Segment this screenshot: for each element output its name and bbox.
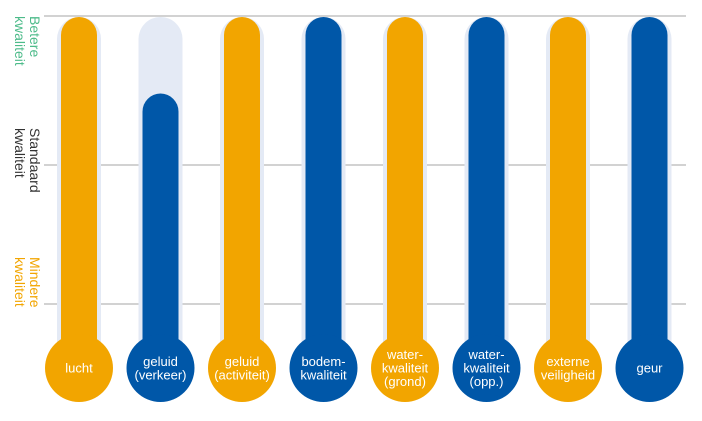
- category-label-1: geluid (verkeer): [134, 354, 186, 383]
- category-label-5: water-kwaliteit (opp.): [463, 347, 510, 389]
- category-label-4-line-2: (grond): [384, 374, 426, 389]
- y-level-mindere-line2: kwaliteit: [12, 257, 28, 307]
- bar-1: [142, 93, 179, 365]
- category-label-3: bodem-kwaliteit: [300, 354, 347, 383]
- category-label-4-line-0: water-: [386, 347, 423, 362]
- bar-7: [631, 17, 668, 365]
- category-label-1-line-0: geluid: [143, 354, 178, 369]
- category-label-4: water-kwaliteit (grond): [382, 347, 429, 389]
- category-label-0: lucht: [65, 361, 93, 376]
- y-level-betere-line1: Betere: [27, 16, 43, 58]
- bar-4: [387, 17, 423, 365]
- category-label-1-line-1: (verkeer): [134, 367, 186, 382]
- category-label-7: geur: [636, 361, 663, 376]
- category-label-5-line-1: kwaliteit: [463, 361, 510, 376]
- category-label-6-line-0: externe: [546, 354, 589, 369]
- category-label-3-line-1: kwaliteit: [300, 367, 347, 382]
- bar-base-circle-1: [126, 334, 195, 402]
- y-level-standaard-line2: kwaliteit: [12, 128, 28, 178]
- bar-base-circle-7: [615, 334, 684, 402]
- category-label-5-line-0: water-: [467, 347, 504, 362]
- category-label-6-line-1: veiligheid: [541, 367, 595, 382]
- y-level-mindere: Mindere kwaliteit: [12, 257, 43, 308]
- category-label-7-line-0: geur: [636, 361, 663, 376]
- bar-5: [468, 17, 505, 365]
- category-label-6: externe veiligheid: [541, 354, 595, 383]
- y-level-standaard-line1: Standaard: [27, 128, 43, 193]
- bar-3: [305, 17, 342, 365]
- bar-base-circle-3: [289, 334, 358, 402]
- category-label-4-line-1: kwaliteit: [382, 361, 429, 376]
- bar-2: [224, 17, 260, 365]
- category-label-2: geluid (activiteit): [214, 354, 270, 383]
- y-level-betere: Betere kwaliteit: [12, 16, 43, 66]
- y-level-mindere-line1: Mindere: [27, 257, 43, 308]
- category-label-2-line-0: geluid: [225, 354, 260, 369]
- category-label-3-line-0: bodem-: [301, 354, 345, 369]
- category-label-5-line-2: (opp.): [470, 374, 504, 389]
- category-label-0-line-0: lucht: [65, 361, 93, 376]
- bar-0: [61, 17, 97, 365]
- y-level-standaard: Standaard kwaliteit: [12, 128, 43, 193]
- bar-base-circle-6: [534, 334, 602, 402]
- bar-base-circle-5: [452, 334, 521, 402]
- category-label-2-line-1: (activiteit): [214, 367, 270, 382]
- bar-base-circle-2: [208, 334, 276, 402]
- y-level-betere-line2: kwaliteit: [12, 16, 28, 66]
- bar-base-circle-4: [371, 334, 439, 402]
- bar-6: [550, 17, 586, 365]
- bar-base-circle-0: [45, 334, 113, 402]
